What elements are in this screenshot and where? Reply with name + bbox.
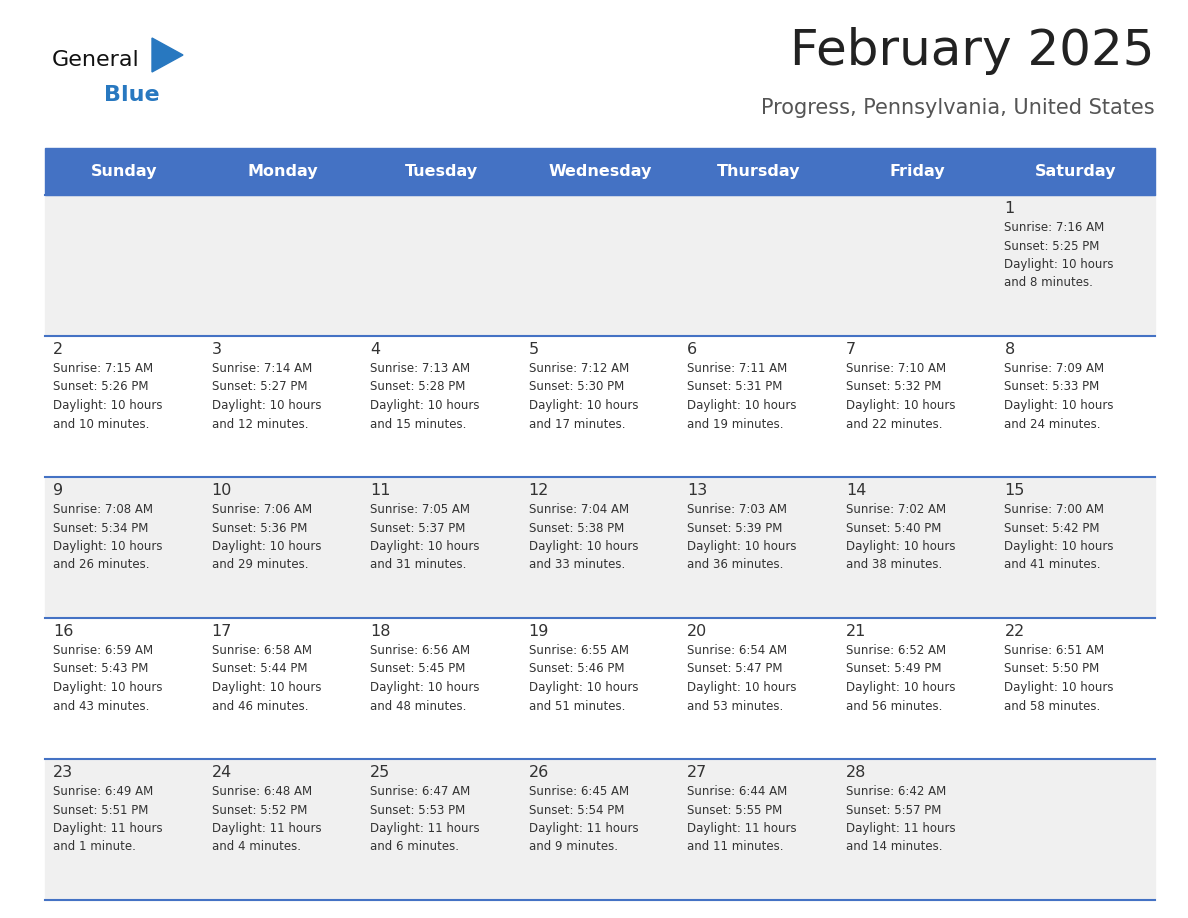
Text: Sunrise: 6:52 AM
Sunset: 5:49 PM
Daylight: 10 hours
and 56 minutes.: Sunrise: 6:52 AM Sunset: 5:49 PM Dayligh… — [846, 644, 955, 712]
Text: Sunrise: 7:10 AM
Sunset: 5:32 PM
Daylight: 10 hours
and 22 minutes.: Sunrise: 7:10 AM Sunset: 5:32 PM Dayligh… — [846, 362, 955, 431]
Text: 22: 22 — [1004, 624, 1025, 639]
Text: 7: 7 — [846, 342, 857, 357]
Text: Friday: Friday — [890, 164, 944, 179]
Text: Sunrise: 7:14 AM
Sunset: 5:27 PM
Daylight: 10 hours
and 12 minutes.: Sunrise: 7:14 AM Sunset: 5:27 PM Dayligh… — [211, 362, 321, 431]
Text: Sunrise: 7:12 AM
Sunset: 5:30 PM
Daylight: 10 hours
and 17 minutes.: Sunrise: 7:12 AM Sunset: 5:30 PM Dayligh… — [529, 362, 638, 431]
Text: February 2025: February 2025 — [790, 27, 1155, 75]
Text: Sunday: Sunday — [91, 164, 158, 179]
Text: Blue: Blue — [105, 85, 159, 105]
Text: Sunrise: 6:58 AM
Sunset: 5:44 PM
Daylight: 10 hours
and 46 minutes.: Sunrise: 6:58 AM Sunset: 5:44 PM Dayligh… — [211, 644, 321, 712]
Text: 28: 28 — [846, 765, 866, 780]
Polygon shape — [152, 38, 183, 72]
Text: 3: 3 — [211, 342, 222, 357]
Text: Sunrise: 7:09 AM
Sunset: 5:33 PM
Daylight: 10 hours
and 24 minutes.: Sunrise: 7:09 AM Sunset: 5:33 PM Dayligh… — [1004, 362, 1114, 431]
Text: Sunrise: 6:47 AM
Sunset: 5:53 PM
Daylight: 11 hours
and 6 minutes.: Sunrise: 6:47 AM Sunset: 5:53 PM Dayligh… — [371, 785, 480, 854]
Text: 8: 8 — [1004, 342, 1015, 357]
Text: 25: 25 — [371, 765, 391, 780]
Text: Sunrise: 6:56 AM
Sunset: 5:45 PM
Daylight: 10 hours
and 48 minutes.: Sunrise: 6:56 AM Sunset: 5:45 PM Dayligh… — [371, 644, 480, 712]
Text: Progress, Pennsylvania, United States: Progress, Pennsylvania, United States — [762, 98, 1155, 118]
Text: 13: 13 — [688, 483, 708, 498]
Text: 4: 4 — [371, 342, 380, 357]
Text: 19: 19 — [529, 624, 549, 639]
Text: Wednesday: Wednesday — [549, 164, 652, 179]
Bar — [45, 759, 1155, 900]
Text: 9: 9 — [53, 483, 63, 498]
Text: 14: 14 — [846, 483, 866, 498]
Text: 5: 5 — [529, 342, 539, 357]
Text: Sunrise: 7:03 AM
Sunset: 5:39 PM
Daylight: 10 hours
and 36 minutes.: Sunrise: 7:03 AM Sunset: 5:39 PM Dayligh… — [688, 503, 797, 572]
Text: Sunrise: 6:45 AM
Sunset: 5:54 PM
Daylight: 11 hours
and 9 minutes.: Sunrise: 6:45 AM Sunset: 5:54 PM Dayligh… — [529, 785, 638, 854]
Text: Tuesday: Tuesday — [405, 164, 478, 179]
Text: 16: 16 — [53, 624, 74, 639]
Text: 24: 24 — [211, 765, 232, 780]
Text: 20: 20 — [688, 624, 708, 639]
Text: Monday: Monday — [247, 164, 318, 179]
Text: Sunrise: 7:02 AM
Sunset: 5:40 PM
Daylight: 10 hours
and 38 minutes.: Sunrise: 7:02 AM Sunset: 5:40 PM Dayligh… — [846, 503, 955, 572]
Text: 27: 27 — [688, 765, 708, 780]
Text: 18: 18 — [371, 624, 391, 639]
Text: Saturday: Saturday — [1035, 164, 1117, 179]
Text: Sunrise: 6:44 AM
Sunset: 5:55 PM
Daylight: 11 hours
and 11 minutes.: Sunrise: 6:44 AM Sunset: 5:55 PM Dayligh… — [688, 785, 797, 854]
Text: Thursday: Thursday — [716, 164, 801, 179]
Bar — [45, 195, 1155, 336]
Text: 11: 11 — [371, 483, 391, 498]
Text: Sunrise: 6:42 AM
Sunset: 5:57 PM
Daylight: 11 hours
and 14 minutes.: Sunrise: 6:42 AM Sunset: 5:57 PM Dayligh… — [846, 785, 955, 854]
Text: Sunrise: 7:11 AM
Sunset: 5:31 PM
Daylight: 10 hours
and 19 minutes.: Sunrise: 7:11 AM Sunset: 5:31 PM Dayligh… — [688, 362, 797, 431]
Text: Sunrise: 7:00 AM
Sunset: 5:42 PM
Daylight: 10 hours
and 41 minutes.: Sunrise: 7:00 AM Sunset: 5:42 PM Dayligh… — [1004, 503, 1114, 572]
Text: Sunrise: 7:05 AM
Sunset: 5:37 PM
Daylight: 10 hours
and 31 minutes.: Sunrise: 7:05 AM Sunset: 5:37 PM Dayligh… — [371, 503, 480, 572]
Text: Sunrise: 6:55 AM
Sunset: 5:46 PM
Daylight: 10 hours
and 51 minutes.: Sunrise: 6:55 AM Sunset: 5:46 PM Dayligh… — [529, 644, 638, 712]
Text: 1: 1 — [1004, 201, 1015, 216]
Text: Sunrise: 7:06 AM
Sunset: 5:36 PM
Daylight: 10 hours
and 29 minutes.: Sunrise: 7:06 AM Sunset: 5:36 PM Dayligh… — [211, 503, 321, 572]
Text: Sunrise: 6:49 AM
Sunset: 5:51 PM
Daylight: 11 hours
and 1 minute.: Sunrise: 6:49 AM Sunset: 5:51 PM Dayligh… — [53, 785, 163, 854]
Text: Sunrise: 7:15 AM
Sunset: 5:26 PM
Daylight: 10 hours
and 10 minutes.: Sunrise: 7:15 AM Sunset: 5:26 PM Dayligh… — [53, 362, 163, 431]
Text: General: General — [52, 50, 140, 70]
Text: Sunrise: 7:13 AM
Sunset: 5:28 PM
Daylight: 10 hours
and 15 minutes.: Sunrise: 7:13 AM Sunset: 5:28 PM Dayligh… — [371, 362, 480, 431]
Text: Sunrise: 7:04 AM
Sunset: 5:38 PM
Daylight: 10 hours
and 33 minutes.: Sunrise: 7:04 AM Sunset: 5:38 PM Dayligh… — [529, 503, 638, 572]
Bar — [45, 148, 1155, 195]
Text: 6: 6 — [688, 342, 697, 357]
Text: Sunrise: 7:16 AM
Sunset: 5:25 PM
Daylight: 10 hours
and 8 minutes.: Sunrise: 7:16 AM Sunset: 5:25 PM Dayligh… — [1004, 221, 1114, 289]
Text: 10: 10 — [211, 483, 232, 498]
Text: Sunrise: 6:48 AM
Sunset: 5:52 PM
Daylight: 11 hours
and 4 minutes.: Sunrise: 6:48 AM Sunset: 5:52 PM Dayligh… — [211, 785, 321, 854]
Bar — [45, 477, 1155, 618]
Text: 17: 17 — [211, 624, 232, 639]
Text: Sunrise: 6:59 AM
Sunset: 5:43 PM
Daylight: 10 hours
and 43 minutes.: Sunrise: 6:59 AM Sunset: 5:43 PM Dayligh… — [53, 644, 163, 712]
Text: 15: 15 — [1004, 483, 1025, 498]
Bar — [45, 618, 1155, 759]
Text: 12: 12 — [529, 483, 549, 498]
Text: Sunrise: 6:54 AM
Sunset: 5:47 PM
Daylight: 10 hours
and 53 minutes.: Sunrise: 6:54 AM Sunset: 5:47 PM Dayligh… — [688, 644, 797, 712]
Text: 26: 26 — [529, 765, 549, 780]
Text: Sunrise: 6:51 AM
Sunset: 5:50 PM
Daylight: 10 hours
and 58 minutes.: Sunrise: 6:51 AM Sunset: 5:50 PM Dayligh… — [1004, 644, 1114, 712]
Text: 2: 2 — [53, 342, 63, 357]
Text: 23: 23 — [53, 765, 74, 780]
Bar — [45, 336, 1155, 477]
Text: 21: 21 — [846, 624, 866, 639]
Text: Sunrise: 7:08 AM
Sunset: 5:34 PM
Daylight: 10 hours
and 26 minutes.: Sunrise: 7:08 AM Sunset: 5:34 PM Dayligh… — [53, 503, 163, 572]
